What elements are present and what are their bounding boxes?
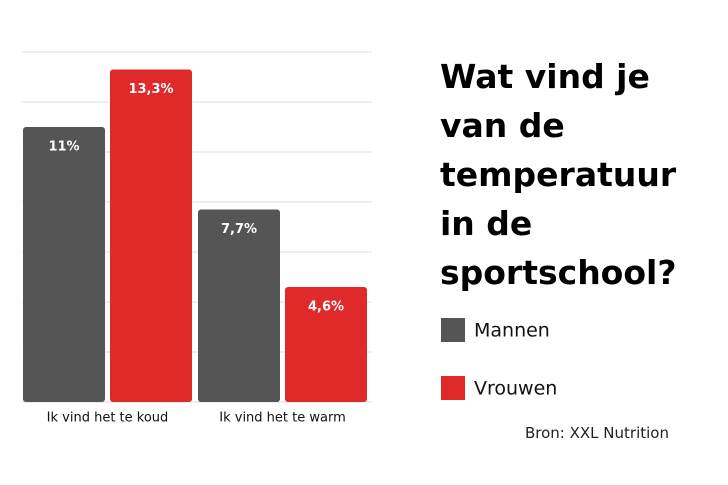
chart-title: Wat vind je van de temperatuur in de spo… [440, 57, 677, 292]
x-tick-label: Ik vind het te koud [47, 411, 169, 426]
bar [23, 127, 105, 402]
legend-swatch [441, 376, 465, 400]
source: Bron: XXL Nutrition [525, 424, 669, 442]
bar [110, 69, 192, 402]
bar [198, 209, 280, 402]
legend-label: Mannen [474, 320, 550, 342]
value-label: 11% [48, 140, 79, 155]
value-label: 4,6% [308, 300, 344, 315]
value-label: 7,7% [221, 222, 257, 237]
x-tick-label: Ik vind het te warm [219, 411, 346, 426]
value-label: 13,3% [128, 82, 173, 97]
bar [285, 287, 367, 402]
legend-label: Vrouwen [474, 378, 557, 400]
legend-swatch [441, 318, 465, 342]
